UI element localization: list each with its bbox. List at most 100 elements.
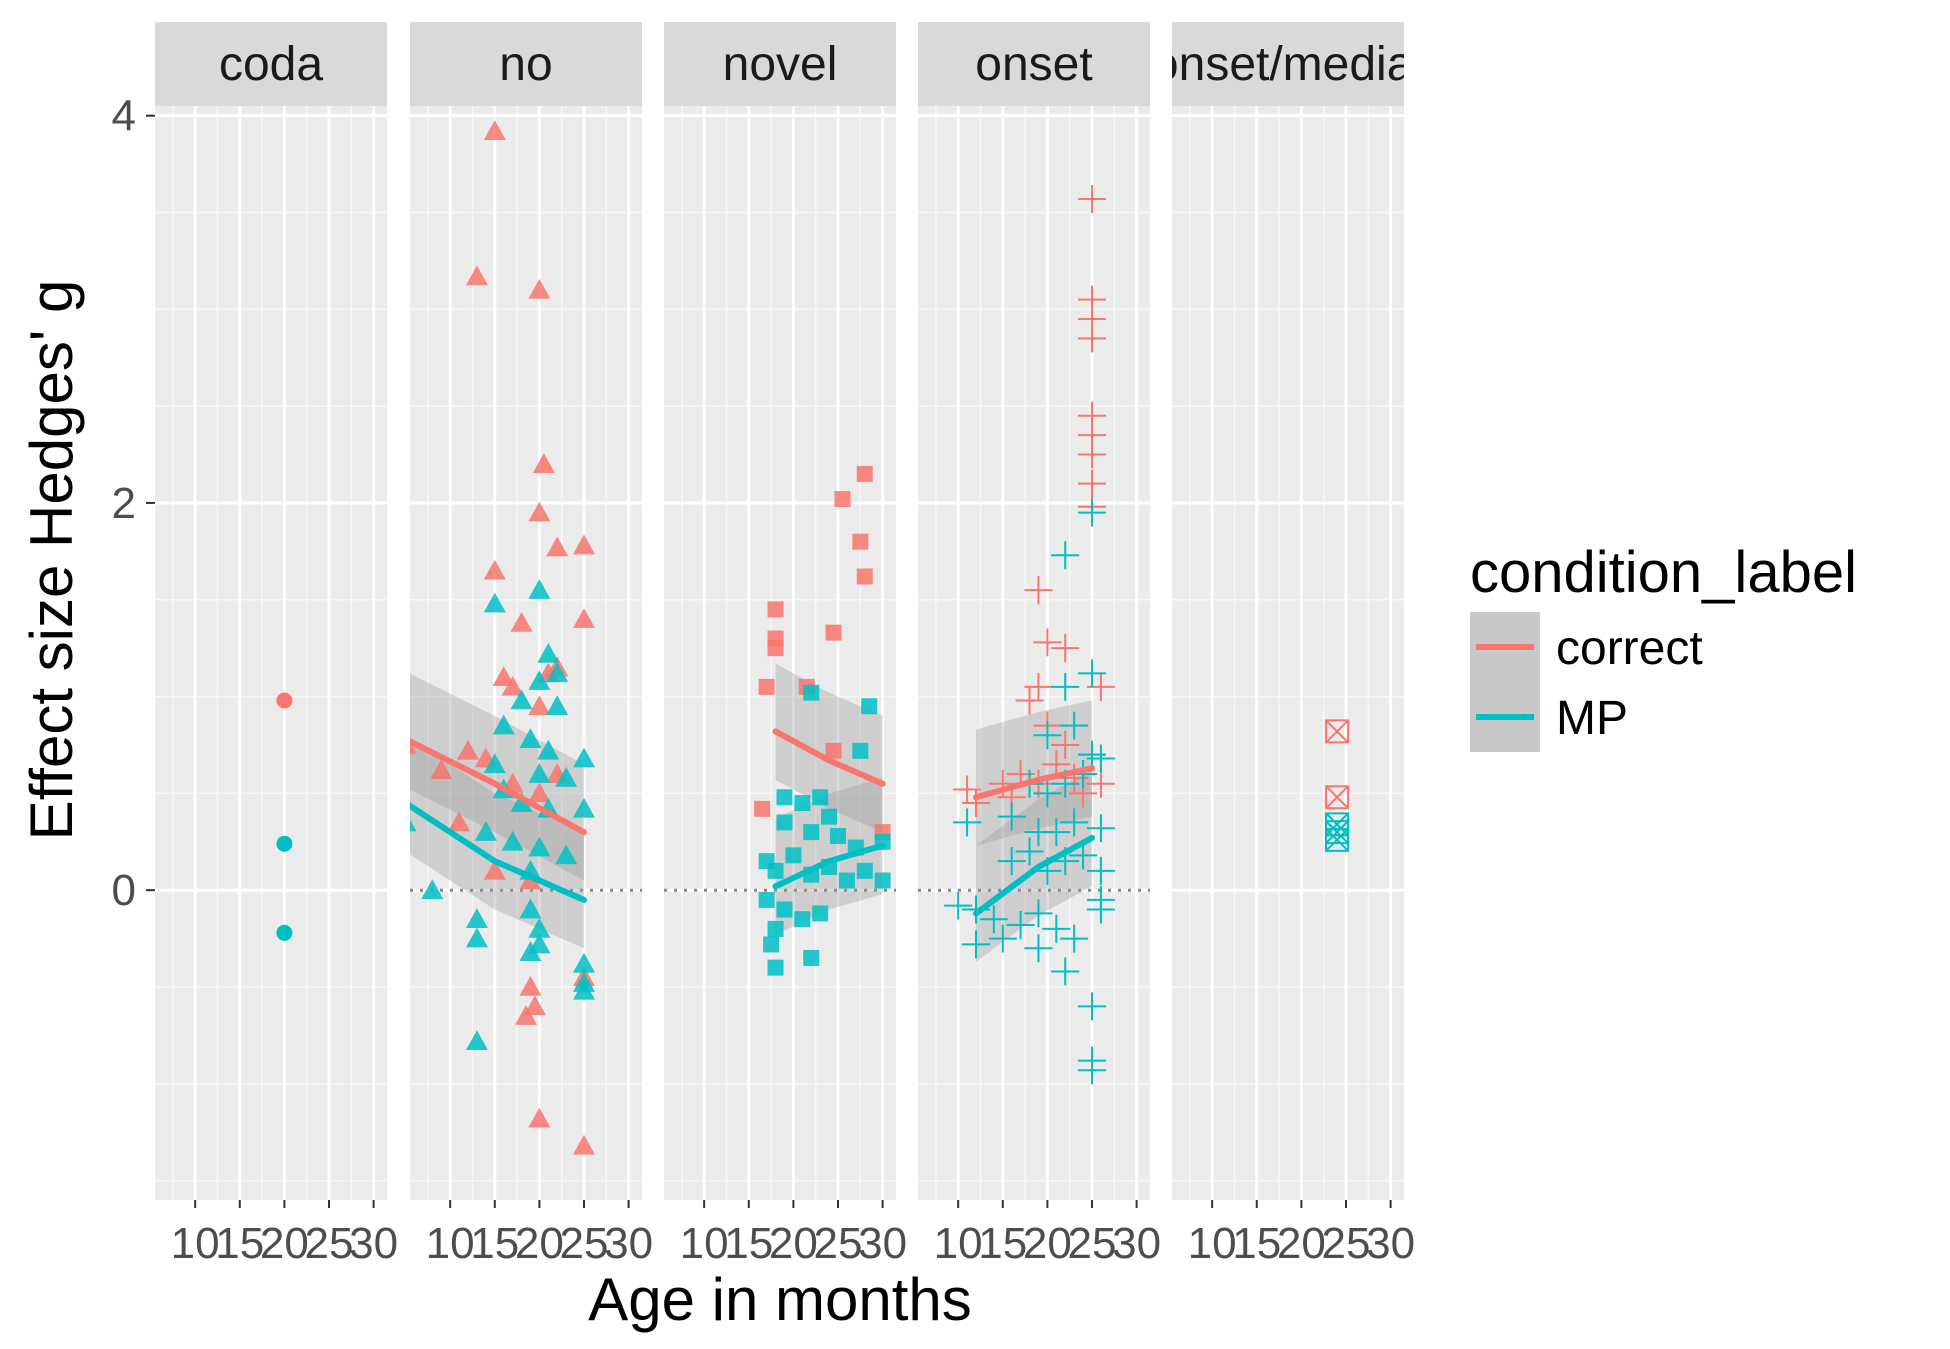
x-tick-label: 15 (470, 1219, 519, 1268)
correct-point (528, 1107, 551, 1128)
MP-point (821, 808, 838, 825)
MP-point (1086, 895, 1115, 924)
x-tick-label: 30 (1366, 1219, 1415, 1268)
MP-point (573, 979, 595, 1000)
x-tick-label: 15 (724, 1219, 773, 1268)
MP-point (1078, 1056, 1106, 1085)
MP-point (465, 927, 488, 948)
x-tick-label: 20 (1023, 1219, 1072, 1268)
MP-point (785, 847, 802, 864)
x-tick-label: 25 (1068, 1219, 1117, 1268)
y-tick-label: 4 (112, 92, 136, 141)
correct-point (1051, 634, 1080, 663)
MP-point (555, 844, 578, 865)
x-tick-label: 20 (769, 1219, 818, 1268)
facet-strip-label: novel (723, 38, 838, 91)
correct-trend-line (772, 728, 886, 787)
x-tick-label: 10 (680, 1219, 729, 1268)
correct-point (546, 536, 569, 557)
x-tick-label: 25 (560, 1219, 609, 1268)
MP-point (776, 901, 793, 918)
confidence-band (976, 770, 1092, 962)
MP-point (803, 949, 820, 966)
MP-point (997, 802, 1026, 831)
MP-point (546, 662, 569, 683)
facet-strip (918, 22, 1150, 106)
correct-point (483, 859, 506, 880)
y-axis-title: Effect size Hedges' g (18, 280, 85, 841)
MP-point (483, 592, 506, 613)
MP-point (519, 898, 542, 919)
MP-point (519, 728, 542, 748)
MP-point (510, 689, 533, 710)
MP-point (776, 789, 793, 806)
correct-point (962, 789, 990, 818)
correct-point (1051, 730, 1080, 759)
MP-point (1078, 498, 1106, 527)
panel-background (410, 106, 642, 1200)
MP-point (465, 1030, 488, 1051)
correct-point (465, 265, 488, 286)
correct-point (448, 811, 471, 832)
MP-point (776, 814, 793, 831)
MP-point (501, 830, 524, 851)
correct-point (1086, 769, 1115, 798)
facet-strip-label: coda (219, 38, 323, 91)
correct-point (1078, 324, 1106, 353)
legend-label-MP: MP (1556, 692, 1628, 745)
correct-point (825, 742, 842, 759)
correct-point (1078, 440, 1106, 469)
MP-point (758, 891, 775, 908)
MP-point (812, 789, 829, 806)
legend: condition_label correct MP (1470, 540, 1857, 752)
correct-point (276, 692, 293, 709)
MP-trend-line (973, 834, 1095, 917)
panel-data (664, 465, 896, 976)
MP-point (763, 936, 780, 953)
legend-label-correct: correct (1556, 622, 1703, 675)
correct-point (767, 601, 784, 618)
panels-layer: coda no novel onset onset/medial (155, 22, 1404, 1200)
MP-point (856, 862, 873, 879)
facet-strip-label: no (499, 38, 552, 91)
MP-point (1024, 899, 1053, 928)
MP-point (1051, 957, 1080, 986)
MP-point (483, 753, 506, 774)
MP-point (546, 695, 569, 716)
MP-point (830, 827, 846, 844)
MP-point (794, 795, 811, 812)
x-axis-title: Age in months (588, 1266, 972, 1333)
MP-point (803, 684, 820, 701)
MP-point (1033, 779, 1062, 808)
MP-point (421, 879, 444, 899)
x-tick-label: 20 (515, 1219, 564, 1268)
correct-point (1024, 576, 1053, 605)
correct-point (1078, 184, 1106, 213)
correct-point (573, 608, 595, 628)
confidence-band (410, 738, 584, 949)
correct-point (457, 739, 479, 760)
x-tick-label: 30 (349, 1219, 398, 1268)
correct-point (1033, 628, 1062, 657)
correct-point (1015, 686, 1044, 715)
MP-point (1060, 711, 1089, 740)
facet-strip-label: onset (975, 38, 1092, 91)
legend-title: condition_label (1470, 540, 1857, 605)
correct-point (573, 1134, 595, 1155)
panel-data (276, 692, 293, 941)
correct-point (430, 759, 453, 779)
MP-point (874, 872, 891, 889)
MP-point (519, 941, 542, 961)
correct-point (834, 491, 851, 508)
correct-point (754, 800, 771, 817)
panel-background (1172, 106, 1404, 1200)
x-tick-label: 25 (1322, 1219, 1371, 1268)
MP-point (537, 739, 560, 760)
correct-point (1325, 719, 1350, 744)
MP-point (573, 952, 595, 973)
MP-trend-line (772, 842, 886, 890)
MP-point (276, 924, 293, 941)
MP-point (997, 847, 1026, 876)
MP-point (962, 930, 990, 959)
